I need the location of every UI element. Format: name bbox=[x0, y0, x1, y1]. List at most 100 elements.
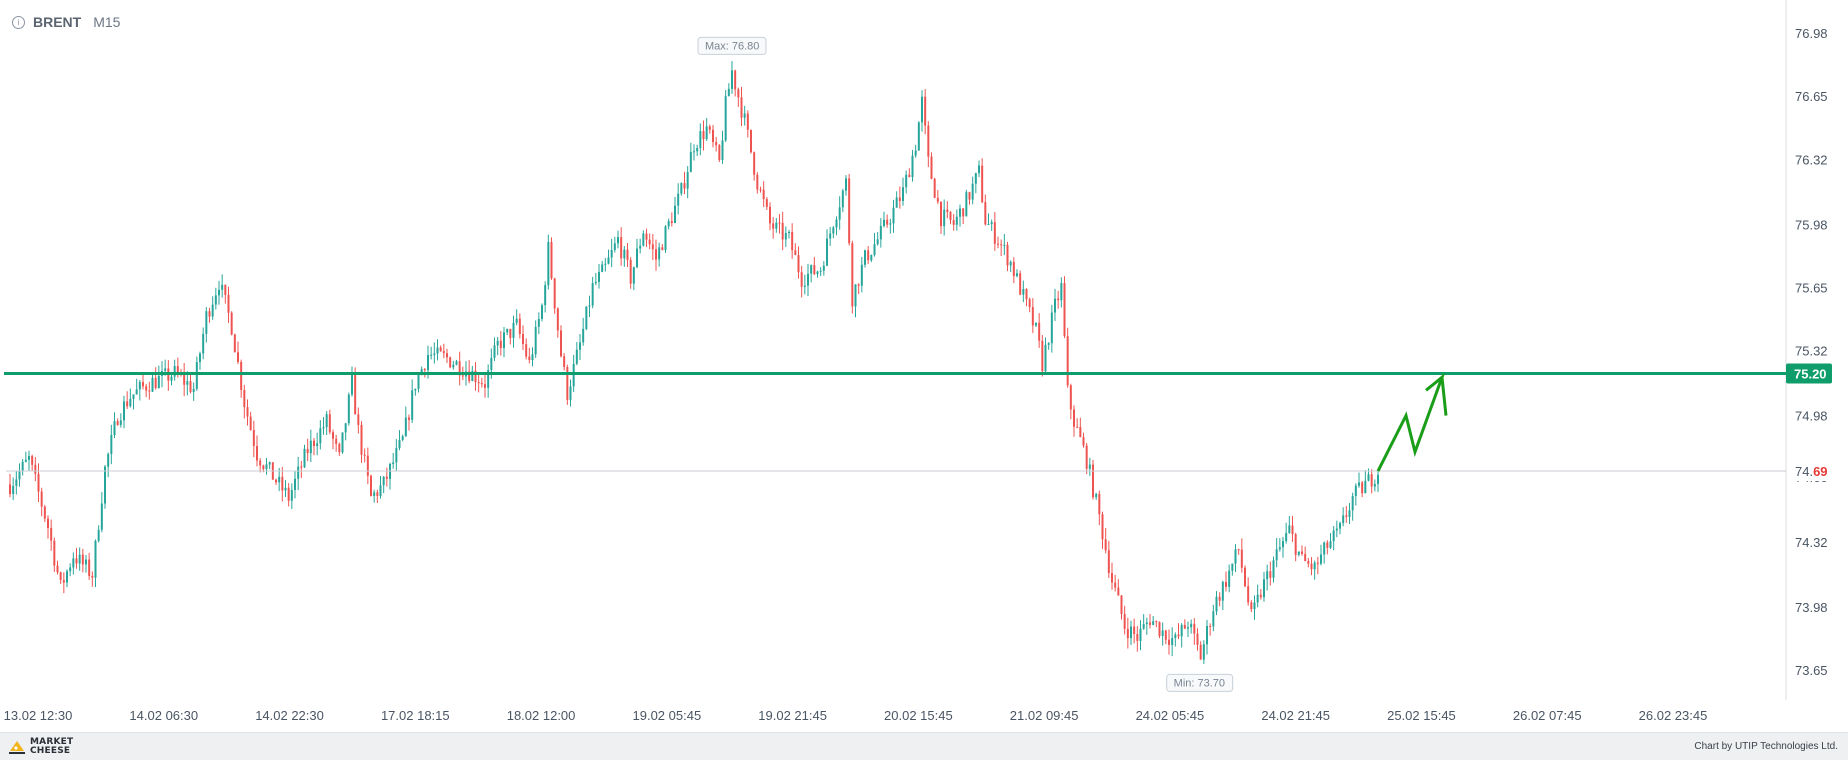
candle-body bbox=[1031, 307, 1034, 326]
candle-body bbox=[170, 376, 173, 381]
info-icon[interactable]: i bbox=[12, 15, 25, 29]
price-tick-label: 75.32 bbox=[1795, 344, 1828, 359]
candle-body bbox=[971, 183, 974, 200]
candle-body bbox=[249, 416, 252, 430]
candle-body bbox=[962, 208, 965, 217]
current-price-badge: 74.69 bbox=[1787, 461, 1837, 482]
candle-body bbox=[379, 485, 382, 496]
candle-body bbox=[211, 304, 214, 317]
candle-body bbox=[1228, 570, 1231, 587]
candle-body bbox=[338, 443, 341, 453]
candle-body bbox=[1130, 626, 1132, 639]
candle-body bbox=[290, 489, 293, 501]
candle-body bbox=[636, 248, 638, 268]
candle-body bbox=[727, 88, 730, 97]
candle-body bbox=[1022, 289, 1025, 295]
candle-body bbox=[990, 222, 993, 225]
time-tick-label: 24.02 05:45 bbox=[1136, 708, 1205, 723]
candle-body bbox=[132, 394, 135, 399]
candle-body bbox=[566, 366, 569, 400]
candle-body bbox=[1354, 485, 1357, 497]
candle-body bbox=[936, 197, 939, 202]
candle-body bbox=[556, 308, 559, 331]
min-price-label: Min: 73.70 bbox=[1174, 677, 1225, 689]
candle-body bbox=[845, 178, 847, 191]
candle-body bbox=[867, 250, 870, 261]
candle-body bbox=[1345, 515, 1348, 517]
candle-body bbox=[1019, 273, 1022, 295]
candle-body bbox=[1025, 289, 1028, 300]
candle-body bbox=[347, 394, 350, 424]
time-tick-label: 24.02 21:45 bbox=[1261, 708, 1330, 723]
timeframe-label: M15 bbox=[93, 14, 121, 30]
candle-body bbox=[370, 475, 372, 496]
candle-body bbox=[119, 420, 122, 425]
candle-body bbox=[1145, 622, 1148, 625]
candle-body bbox=[854, 284, 857, 307]
candle-body bbox=[233, 334, 236, 353]
candle-body bbox=[579, 342, 581, 350]
candle-body bbox=[214, 295, 217, 305]
candle-body bbox=[47, 518, 49, 528]
candle-body bbox=[294, 478, 296, 490]
candle-body bbox=[981, 165, 984, 203]
price-chart[interactable]: 76.9876.6576.3275.9875.6575.3274.9874.66… bbox=[0, 0, 1848, 732]
candle-body bbox=[509, 328, 512, 338]
candle-body bbox=[645, 233, 648, 240]
candle-body bbox=[708, 126, 711, 130]
candle-body bbox=[1038, 322, 1041, 341]
candle-body bbox=[433, 353, 436, 355]
max-price-label: Max: 76.80 bbox=[705, 40, 759, 52]
candle-body bbox=[449, 357, 452, 368]
candle-body bbox=[1326, 542, 1329, 548]
candle-body bbox=[905, 174, 908, 188]
candle-body bbox=[629, 259, 632, 284]
candle-body bbox=[1088, 464, 1091, 469]
candle-body bbox=[667, 221, 670, 227]
candle-body bbox=[1225, 581, 1227, 587]
candle-body bbox=[496, 340, 499, 346]
candle-body bbox=[218, 289, 220, 296]
candle-body bbox=[864, 250, 866, 265]
candle-body bbox=[246, 407, 249, 417]
candle-body bbox=[417, 374, 420, 389]
time-tick-label: 14.02 06:30 bbox=[129, 708, 198, 723]
candle-body bbox=[484, 384, 486, 388]
market-cheese-logo[interactable]: MARKET CHEESE bbox=[8, 738, 73, 756]
candle-body bbox=[1187, 627, 1189, 629]
candle-body bbox=[987, 224, 990, 226]
candle-body bbox=[816, 271, 819, 275]
candle-body bbox=[984, 202, 987, 225]
candle-body bbox=[955, 216, 958, 225]
price-tick-label: 74.32 bbox=[1795, 535, 1828, 550]
candle-body bbox=[1237, 549, 1240, 551]
candle-body bbox=[712, 129, 714, 143]
candle-body bbox=[230, 312, 233, 335]
candle-body bbox=[28, 456, 30, 460]
candle-body bbox=[851, 243, 854, 307]
candle-body bbox=[759, 189, 762, 191]
candle-body bbox=[1291, 525, 1294, 535]
candle-body bbox=[607, 257, 610, 264]
candle-body bbox=[753, 152, 756, 175]
candle-body bbox=[176, 366, 179, 374]
candle-body bbox=[97, 529, 100, 541]
candle-body bbox=[598, 271, 600, 282]
candle-body bbox=[1126, 628, 1129, 639]
candle-body bbox=[993, 222, 996, 244]
price-tick-label: 73.65 bbox=[1795, 663, 1828, 678]
candle-body bbox=[1047, 343, 1050, 345]
level-price-badge: 75.20 bbox=[1786, 363, 1832, 384]
candle-body bbox=[59, 572, 62, 580]
candle-body bbox=[699, 131, 702, 149]
candle-body bbox=[1272, 560, 1275, 578]
candle-body bbox=[696, 148, 699, 152]
candle-body bbox=[69, 567, 72, 572]
candle-body bbox=[591, 283, 594, 306]
candle-body bbox=[281, 476, 284, 491]
candle-body bbox=[1085, 445, 1088, 469]
time-tick-label: 26.02 07:45 bbox=[1513, 708, 1582, 723]
min-price-tag: Min: 73.70 bbox=[1166, 673, 1234, 692]
candle-body bbox=[927, 125, 930, 157]
candle-body bbox=[408, 417, 410, 420]
